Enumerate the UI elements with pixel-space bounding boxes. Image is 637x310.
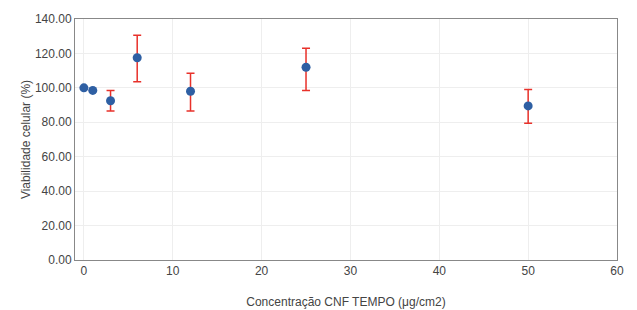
svg-text:80.00: 80.00 xyxy=(42,115,72,129)
svg-text:20.00: 20.00 xyxy=(42,219,72,233)
svg-text:40: 40 xyxy=(433,264,447,278)
svg-text:20: 20 xyxy=(255,264,269,278)
svg-text:Concentração CNF TEMPO (μg/cm2: Concentração CNF TEMPO (μg/cm2) xyxy=(246,295,445,309)
svg-text:0.00: 0.00 xyxy=(48,253,72,267)
svg-text:0: 0 xyxy=(81,264,88,278)
svg-text:10: 10 xyxy=(166,264,180,278)
svg-text:50: 50 xyxy=(521,264,535,278)
svg-text:Viabilidade celular (%): Viabilidade celular (%) xyxy=(19,80,33,199)
svg-text:60.00: 60.00 xyxy=(42,150,72,164)
svg-text:40.00: 40.00 xyxy=(42,184,72,198)
svg-text:30: 30 xyxy=(344,264,358,278)
svg-text:60: 60 xyxy=(610,264,624,278)
svg-text:100.00: 100.00 xyxy=(35,81,72,95)
svg-text:140.00: 140.00 xyxy=(35,12,72,26)
svg-text:120.00: 120.00 xyxy=(35,47,72,61)
